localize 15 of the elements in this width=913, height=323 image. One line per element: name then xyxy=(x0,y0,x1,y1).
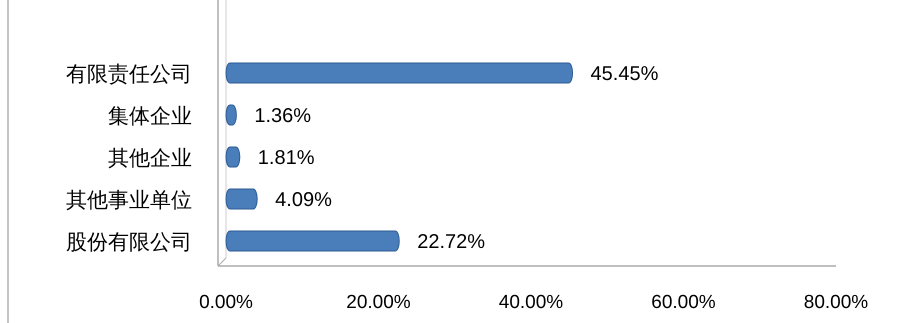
y-tick-label: 其他事业单位 xyxy=(66,189,192,212)
x-tick-label: 40.00% xyxy=(498,292,564,313)
data-label: 1.81% xyxy=(258,147,315,169)
x-tick-label: 20.00% xyxy=(346,292,411,313)
data-label: 4.09% xyxy=(275,189,332,211)
data-label: 22.72% xyxy=(417,231,486,253)
x-tick-label: 80.00% xyxy=(804,292,868,313)
y-tick-label: 其他企业 xyxy=(108,147,192,170)
x-tick-label: 0.00% xyxy=(199,292,254,313)
x-tick-label: 60.00% xyxy=(651,292,716,313)
y-tick-label: 集体企业 xyxy=(108,105,192,128)
y-tick-label: 有限责任公司 xyxy=(66,63,192,86)
y-tick-label: 股份有限公司 xyxy=(66,231,192,254)
data-label: 45.45% xyxy=(590,63,659,85)
data-label: 1.36% xyxy=(254,105,312,127)
